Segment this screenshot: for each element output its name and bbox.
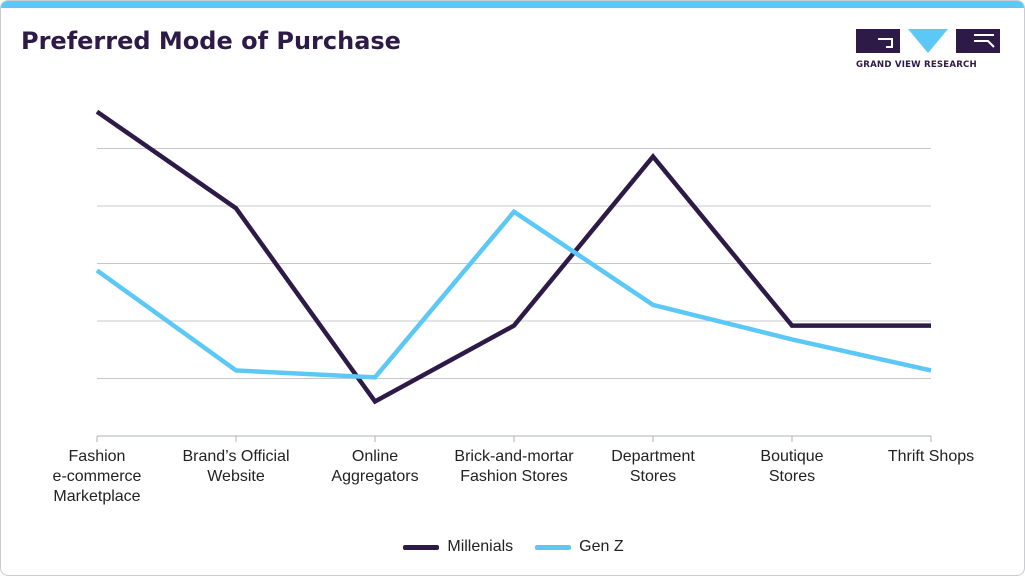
x-tick-label-line: Online: [352, 448, 398, 465]
legend-label-millenials: Millenials: [447, 538, 514, 555]
x-tick-label-line: Brick-and-mortar: [454, 448, 574, 465]
legend-item-millenials[interactable]: Millenials: [403, 538, 513, 556]
x-tick-label-line: Website: [207, 468, 265, 485]
series-line-millenials: [95, 109, 931, 405]
x-tick-label-line: Fashion Stores: [460, 468, 568, 485]
legend-swatch-millenials: [403, 544, 440, 550]
x-tick-label-line: Boutique: [760, 448, 823, 465]
x-tick-label-line: Department: [611, 448, 695, 465]
x-tick-label-1: Brand’s Official Website: [182, 448, 289, 485]
x-tick-label-line: Stores: [769, 468, 815, 485]
x-tick-label-6: Thrift Shops: [888, 448, 974, 465]
line-chart: Fashion e-commerce Marketplace Brand’s Offi…: [53, 109, 974, 505]
x-tick-label-line: e-commerce: [53, 468, 142, 485]
series-line-gen-z: [95, 208, 932, 380]
chart-legend: Millenials Gen Z: [1, 538, 1024, 556]
x-tick-label-line: Stores: [630, 468, 676, 485]
x-tick-label-4: Department Stores: [611, 448, 695, 485]
x-tick-label-line: Thrift Shops: [888, 448, 974, 465]
x-tick-label-line: Brand’s Official: [182, 448, 289, 465]
legend-swatch-genz: [535, 544, 572, 550]
x-tick-label-line: Fashion: [69, 448, 126, 465]
x-tick-label-line: Aggregators: [331, 468, 418, 485]
x-tick-label-0: Fashion e-commerce Marketplace: [53, 448, 142, 505]
gvr-logo-icon: [856, 29, 1000, 53]
x-tick-label-3: Brick-and-mortar Fashion Stores: [454, 448, 574, 485]
top-accent-bar: [1, 1, 1024, 8]
legend-item-genz[interactable]: Gen Z: [535, 538, 624, 556]
chart-title: Preferred Mode of Purchase: [21, 27, 401, 55]
brand-logo[interactable]: GRAND VIEW RESEARCH: [856, 29, 1000, 73]
x-tick-label-line: Marketplace: [53, 488, 140, 505]
x-tick-label-5: Boutique Stores: [760, 448, 823, 485]
brand-name: GRAND VIEW RESEARCH: [856, 60, 977, 70]
x-tick-label-2: Online Aggregators: [331, 448, 418, 485]
legend-label-genz: Gen Z: [579, 538, 624, 555]
